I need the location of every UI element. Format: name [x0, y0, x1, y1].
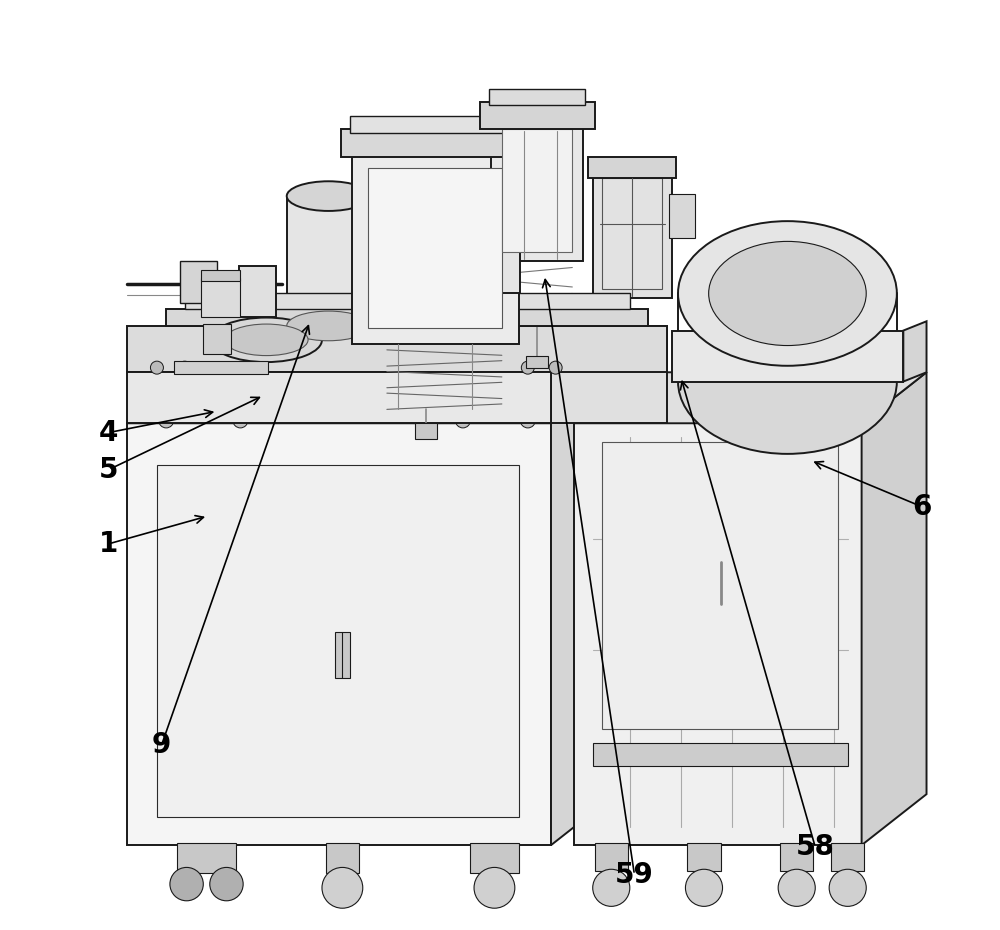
Polygon shape — [174, 361, 268, 374]
Polygon shape — [352, 136, 519, 344]
Polygon shape — [177, 844, 236, 873]
Polygon shape — [415, 252, 520, 294]
Circle shape — [520, 413, 535, 428]
Ellipse shape — [225, 324, 308, 355]
Polygon shape — [157, 465, 519, 817]
Ellipse shape — [379, 313, 444, 338]
Text: 6: 6 — [912, 493, 932, 521]
Polygon shape — [903, 321, 927, 381]
Polygon shape — [185, 294, 630, 310]
Polygon shape — [491, 113, 583, 261]
Polygon shape — [574, 423, 862, 845]
Polygon shape — [127, 372, 551, 423]
Polygon shape — [687, 844, 721, 871]
Polygon shape — [551, 372, 616, 845]
Polygon shape — [551, 326, 667, 423]
Polygon shape — [415, 423, 437, 439]
Circle shape — [778, 870, 815, 907]
Text: 5: 5 — [99, 456, 118, 484]
Circle shape — [170, 868, 203, 901]
Polygon shape — [350, 116, 520, 133]
Ellipse shape — [287, 181, 370, 211]
Circle shape — [455, 413, 470, 428]
Polygon shape — [127, 326, 667, 372]
Polygon shape — [341, 129, 530, 157]
Polygon shape — [368, 168, 502, 327]
Polygon shape — [780, 844, 813, 871]
Polygon shape — [862, 372, 927, 845]
Circle shape — [593, 870, 630, 907]
Circle shape — [210, 868, 243, 901]
Polygon shape — [127, 372, 616, 423]
Circle shape — [233, 413, 248, 428]
Polygon shape — [593, 743, 848, 766]
Circle shape — [322, 868, 363, 909]
Circle shape — [474, 868, 515, 909]
Polygon shape — [588, 157, 676, 178]
Polygon shape — [480, 101, 595, 129]
Polygon shape — [489, 89, 585, 105]
Polygon shape — [379, 166, 444, 326]
Polygon shape — [335, 631, 350, 678]
Circle shape — [178, 361, 191, 374]
Circle shape — [521, 361, 534, 374]
Polygon shape — [595, 844, 628, 871]
Circle shape — [829, 870, 866, 907]
Text: 58: 58 — [796, 833, 835, 861]
Polygon shape — [201, 278, 240, 316]
Polygon shape — [127, 423, 551, 845]
Polygon shape — [203, 324, 231, 353]
Polygon shape — [180, 261, 217, 303]
Polygon shape — [602, 442, 838, 729]
Ellipse shape — [678, 221, 897, 365]
Polygon shape — [593, 168, 672, 299]
Polygon shape — [526, 355, 548, 367]
Polygon shape — [470, 844, 519, 873]
Ellipse shape — [678, 310, 897, 454]
Text: 9: 9 — [152, 731, 171, 759]
Polygon shape — [502, 129, 572, 252]
Ellipse shape — [379, 154, 444, 179]
Polygon shape — [201, 271, 240, 282]
Polygon shape — [669, 194, 695, 238]
Text: 1: 1 — [99, 530, 118, 558]
Polygon shape — [831, 844, 864, 871]
Text: 59: 59 — [615, 861, 654, 889]
Polygon shape — [672, 330, 903, 381]
Circle shape — [159, 413, 174, 428]
Text: 4: 4 — [99, 418, 118, 446]
Ellipse shape — [709, 242, 866, 346]
Ellipse shape — [287, 311, 370, 340]
Polygon shape — [166, 310, 648, 325]
Ellipse shape — [211, 317, 322, 362]
Polygon shape — [287, 196, 370, 326]
Polygon shape — [239, 266, 276, 316]
Polygon shape — [574, 372, 927, 423]
Polygon shape — [326, 844, 359, 873]
Circle shape — [685, 870, 723, 907]
Circle shape — [150, 361, 163, 374]
Circle shape — [549, 361, 562, 374]
